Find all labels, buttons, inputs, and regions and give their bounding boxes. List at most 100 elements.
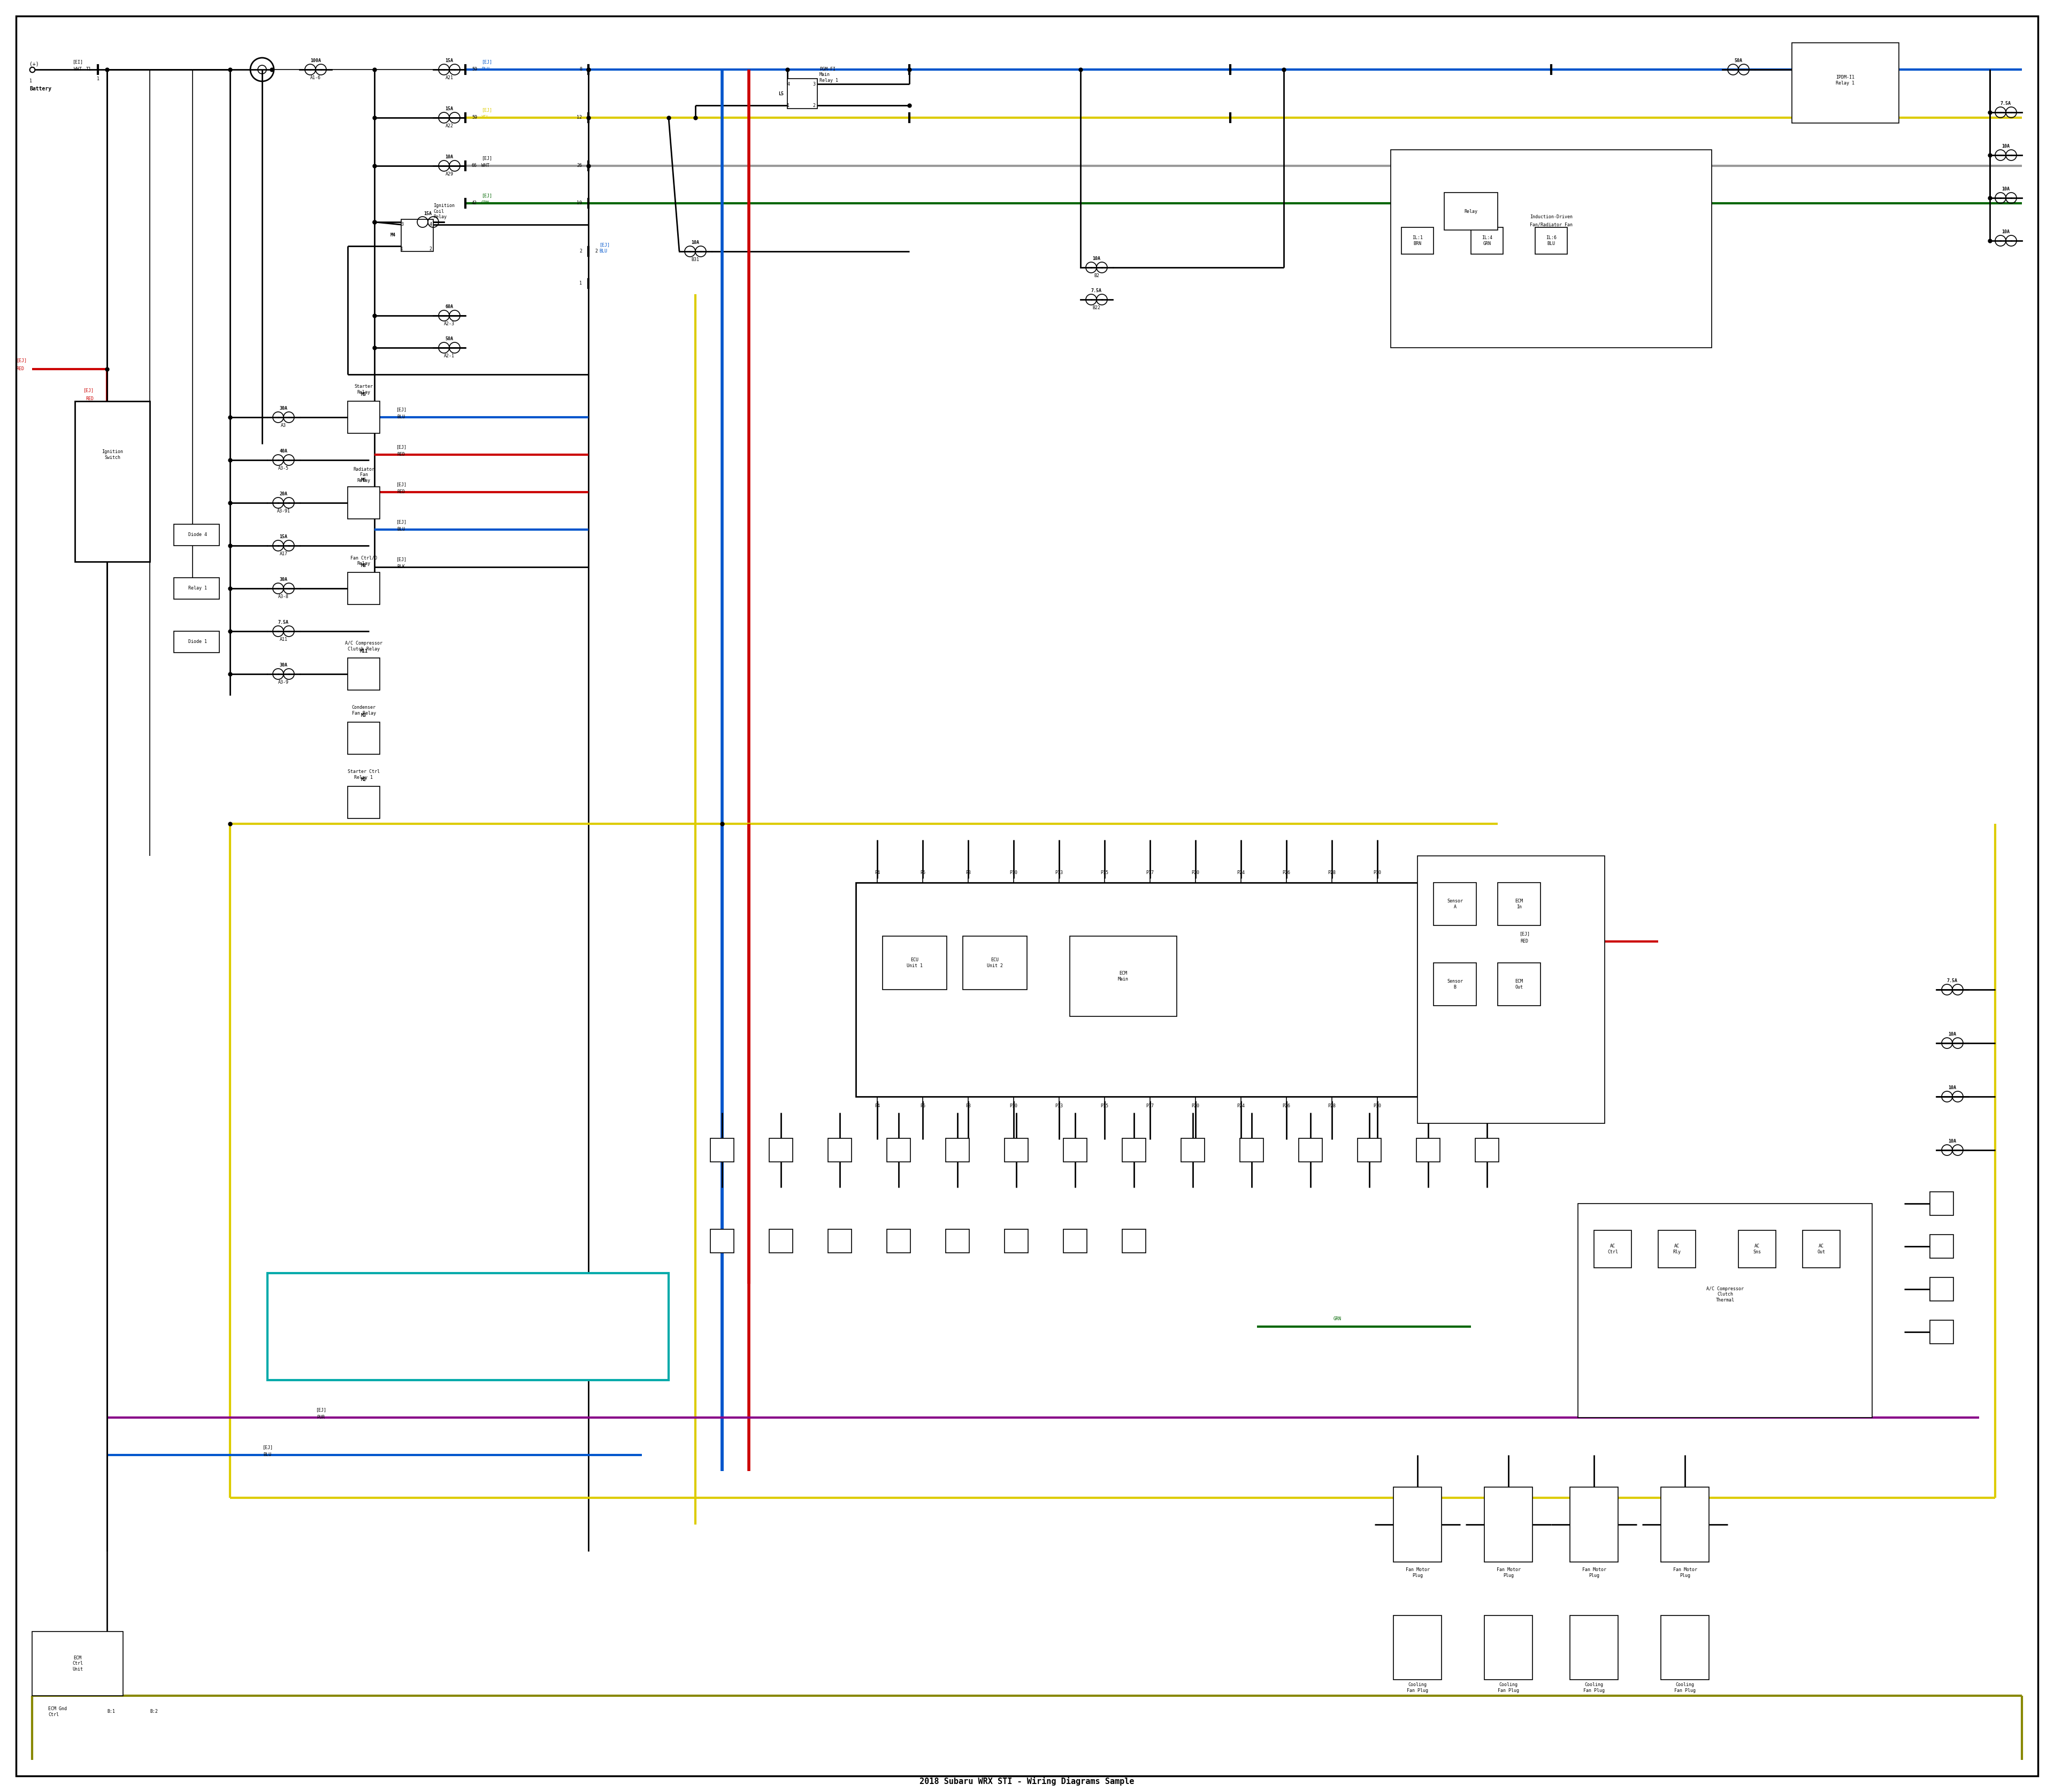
Text: AC
Ctrl: AC Ctrl [1608,1244,1619,1254]
Text: A17: A17 [279,552,288,557]
Text: A2-3: A2-3 [444,323,454,326]
Text: B:1: B:1 [107,1710,115,1715]
Bar [887,1229,910,1253]
Text: 2018 Subaru WRX STI - Wiring Diagrams Sample: 2018 Subaru WRX STI - Wiring Diagrams Sa… [920,1778,1134,1785]
Text: P20: P20 [1191,1104,1200,1109]
Text: Fan Motor
Plug: Fan Motor Plug [1582,1568,1606,1579]
Text: 4: 4 [787,82,791,86]
Text: 10A: 10A [2003,143,2011,149]
Text: B31: B31 [692,258,698,262]
Text: [EJ]: [EJ] [481,108,493,113]
Text: Cooling
Fan Plug: Cooling Fan Plug [1674,1683,1697,1693]
Text: Cooling
Fan Plug: Cooling Fan Plug [1584,1683,1604,1693]
Text: [EE]: [EE] [82,466,94,471]
Text: P28: P28 [1327,871,1335,876]
Text: 4: 4 [429,222,431,228]
Text: [EJ]: [EJ] [396,482,407,487]
Text: P26: P26 [1282,1104,1290,1109]
Text: Induction-Driven: Induction-Driven [1530,215,1573,219]
Text: A3: A3 [281,423,286,428]
Text: [EJ]: [EJ] [396,444,407,450]
Text: Ignition
Coil
Relay: Ignition Coil Relay [433,202,454,219]
Text: P10: P10 [1011,1104,1017,1109]
Text: A16: A16 [423,228,431,233]
Text: 30A: 30A [279,663,288,668]
Bar [1064,1229,1087,1253]
Bar [1569,1487,1619,1563]
Text: Battery: Battery [29,86,51,91]
Bar [1064,1138,1087,1161]
Bar [1658,1231,1697,1267]
Bar [1393,1487,1442,1563]
Bar [267,1272,670,1380]
Text: A2-1: A2-1 [444,353,454,358]
Text: 7.5A: 7.5A [277,620,290,625]
Bar [1803,1231,1840,1267]
Text: P15: P15 [1101,871,1109,876]
Bar [1417,1138,1440,1161]
Text: Relay 1: Relay 1 [189,586,207,591]
Bar [1417,857,1604,1124]
Text: Cooling
Fan Plug: Cooling Fan Plug [1497,1683,1520,1693]
Text: Radiator
Fan
Relay: Radiator Fan Relay [353,468,374,484]
Text: 3: 3 [813,82,815,86]
Text: P13: P13 [1056,1104,1064,1109]
Text: 8: 8 [579,66,581,72]
Text: Condenser
Fan Relay: Condenser Fan Relay [351,706,376,715]
Text: BLU: BLU [481,66,489,72]
Text: M8: M8 [362,563,366,568]
Text: 12: 12 [577,115,581,120]
Bar [1401,228,1434,254]
Bar [1434,962,1477,1005]
Text: Assembly: Assembly [1540,231,1561,235]
Text: [EJ]: [EJ] [16,358,27,364]
Text: 1: 1 [111,450,113,455]
Text: [EJ]: [EJ] [481,59,493,65]
Text: A11: A11 [279,638,288,642]
Text: 10A: 10A [692,240,698,246]
Bar [768,1138,793,1161]
Bar [74,401,150,561]
Text: WHT: WHT [481,163,489,168]
Text: 42: 42 [472,201,477,206]
Bar [711,1138,733,1161]
Bar [1662,1615,1709,1679]
Bar [1004,1229,1029,1253]
Text: B:2: B:2 [150,1710,158,1715]
Bar [175,525,220,545]
Bar [1241,1138,1263,1161]
Bar [1393,1615,1442,1679]
Text: IL:1
BRN: IL:1 BRN [1413,235,1423,246]
Bar [1475,1138,1499,1161]
Text: Fan Motor
Plug: Fan Motor Plug [1497,1568,1520,1579]
Bar [1485,1487,1532,1563]
Text: [EJ]: [EJ] [396,557,407,563]
Text: [EJ]: [EJ] [82,389,94,392]
Text: [EJ]: [EJ] [396,407,407,412]
Text: C408: C408 [94,441,105,446]
Text: 3: 3 [401,222,403,228]
Text: WHT: WHT [74,66,82,72]
Text: PGM-FI
Main
Relay 1: PGM-FI Main Relay 1 [820,66,838,82]
Text: Sensor
B: Sensor B [1446,978,1462,989]
Bar [828,1229,852,1253]
Bar [175,631,220,652]
Text: 2: 2 [429,246,431,251]
Text: 20A: 20A [279,491,288,496]
Text: Diode 4: Diode 4 [189,532,207,538]
Text: (+): (+) [29,61,39,66]
Text: PUR: PUR [316,1416,325,1419]
Text: P17: P17 [1146,871,1154,876]
Text: Starter Ctrl
Relay 1: Starter Ctrl Relay 1 [347,769,380,780]
Text: [EJ]: [EJ] [316,1409,327,1412]
Text: RED: RED [86,396,94,401]
Text: 7.5A: 7.5A [1091,289,1101,294]
Text: P30: P30 [1374,871,1382,876]
Text: 15A: 15A [446,108,454,111]
Text: P17: P17 [1146,1104,1154,1109]
Bar [1594,1231,1631,1267]
Text: BLK: BLK [396,564,405,570]
Text: P4: P4 [875,871,879,876]
Bar [347,658,380,690]
Bar [1569,1615,1619,1679]
